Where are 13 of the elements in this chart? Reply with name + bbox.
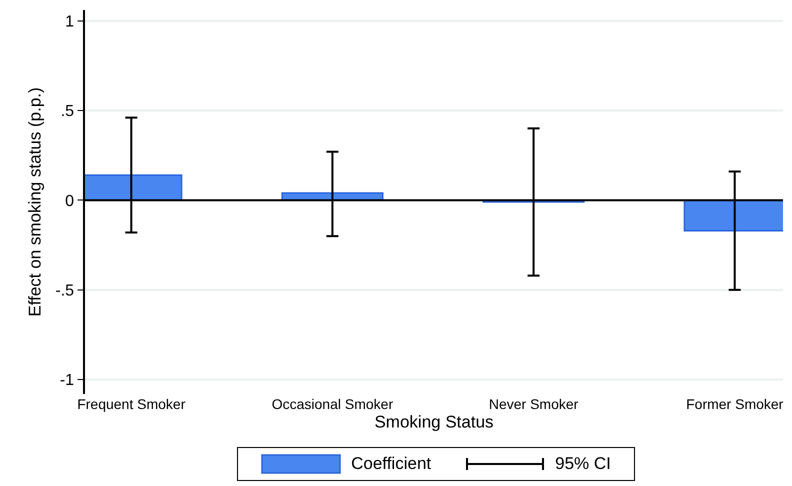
x-tick-label: Never Smoker [488, 396, 579, 412]
legend-label: Coefficient [351, 454, 432, 474]
y-axis-title: Effect on smoking status (p.p.) [26, 87, 44, 317]
y-tick-label: 0 [65, 192, 74, 210]
y-tick-label: 1 [65, 13, 74, 30]
y-tick-label: .5 [60, 103, 74, 120]
x-tick-label: Former Smoker [686, 396, 784, 412]
x-axis-title: Smoking Status [374, 412, 494, 432]
text: 95% CI [555, 454, 611, 474]
x-tick-label: Frequent Smoker [77, 396, 186, 412]
y-tick-label: -.5 [55, 282, 74, 300]
x-tick-label: Occasional Smoker [272, 396, 394, 412]
y-tick-label: -1 [60, 372, 74, 390]
